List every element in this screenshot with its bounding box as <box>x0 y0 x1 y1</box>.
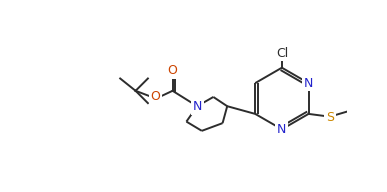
Text: O: O <box>151 90 161 103</box>
Text: N: N <box>192 100 202 113</box>
Text: S: S <box>326 111 334 124</box>
Text: N: N <box>277 123 286 136</box>
Text: O: O <box>168 64 178 77</box>
Text: N: N <box>304 77 313 90</box>
Text: Cl: Cl <box>276 47 288 60</box>
